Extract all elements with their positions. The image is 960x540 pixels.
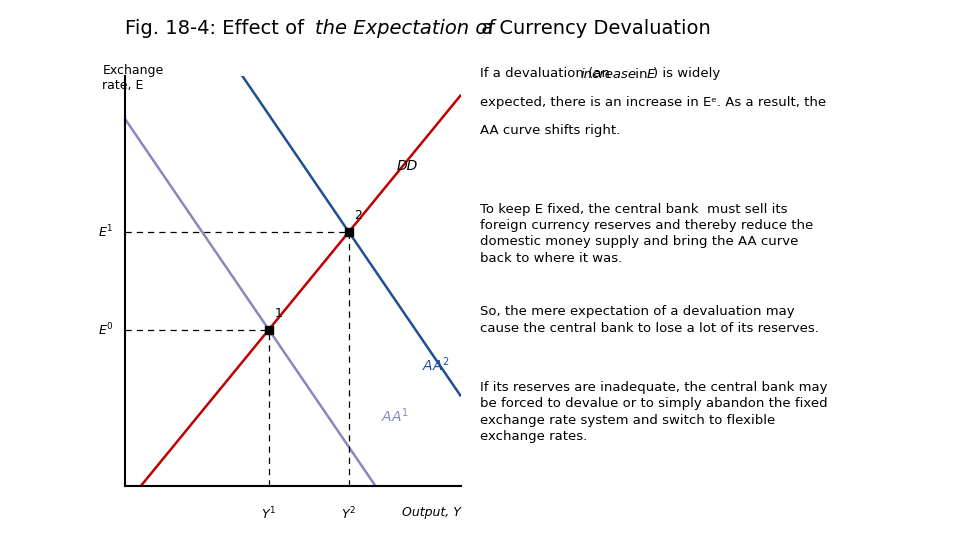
Text: $AA^2$: $AA^2$ — [422, 355, 450, 374]
Text: $Y^1$: $Y^1$ — [261, 505, 276, 522]
Text: So, the mere expectation of a devaluation may
cause the central bank to lose a l: So, the mere expectation of a devaluatio… — [480, 305, 819, 335]
Text: $E^0$: $E^0$ — [98, 321, 113, 338]
Text: Exchange
rate, E: Exchange rate, E — [103, 64, 163, 92]
Text: expected, there is an increase in Eᵉ. As a result, the: expected, there is an increase in Eᵉ. As… — [480, 96, 827, 109]
Text: DD: DD — [396, 159, 418, 173]
Text: E: E — [647, 68, 656, 80]
Text: ) is widely: ) is widely — [653, 68, 720, 80]
Text: If a devaluation (an: If a devaluation (an — [480, 68, 614, 80]
Text: in: in — [631, 68, 652, 80]
Text: $AA^1$: $AA^1$ — [381, 406, 409, 425]
Text: $E^1$: $E^1$ — [98, 224, 113, 240]
Text: 1: 1 — [275, 307, 282, 320]
Text: AA curve shifts right.: AA curve shifts right. — [480, 124, 620, 137]
Text: $Y^2$: $Y^2$ — [341, 505, 356, 522]
Text: the Expectation of: the Expectation of — [315, 19, 494, 38]
Text: increase: increase — [580, 68, 636, 80]
Text: If its reserves are inadequate, the central bank may
be forced to devalue or to : If its reserves are inadequate, the cent… — [480, 381, 828, 443]
Text: Fig. 18-4: Effect of: Fig. 18-4: Effect of — [125, 19, 310, 38]
Text: a Currency Devaluation: a Currency Devaluation — [475, 19, 711, 38]
Text: To keep E fixed, the central bank  must sell its
foreign currency reserves and t: To keep E fixed, the central bank must s… — [480, 202, 813, 265]
Text: 2: 2 — [354, 209, 363, 222]
Text: Output, Y: Output, Y — [402, 505, 461, 518]
